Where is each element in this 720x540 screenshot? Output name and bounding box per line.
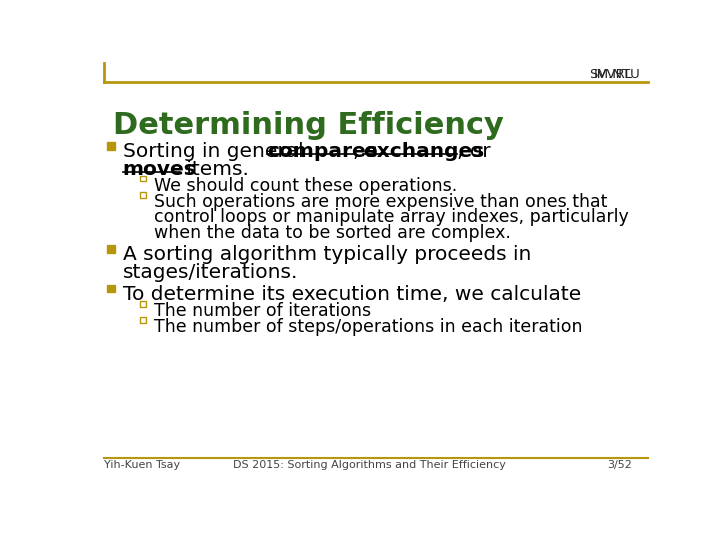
Text: Such operations are more expensive than ones that: Such operations are more expensive than … <box>153 193 607 211</box>
Text: The number of steps/operations in each iteration: The number of steps/operations in each i… <box>153 318 582 336</box>
Text: compares: compares <box>267 142 378 161</box>
Text: Yih-Kuen Tsay: Yih-Kuen Tsay <box>104 460 180 470</box>
Text: ,: , <box>354 142 366 161</box>
Text: SVVRL: SVVRL <box>590 68 632 80</box>
Text: Sorting in general: Sorting in general <box>122 142 310 161</box>
Text: To determine its execution time, we calculate: To determine its execution time, we calc… <box>122 285 581 303</box>
Text: , or: , or <box>457 142 491 161</box>
Text: control loops or manipulate array indexes, particularly: control loops or manipulate array indexe… <box>153 208 629 226</box>
Text: stages/iterations.: stages/iterations. <box>122 264 298 282</box>
Bar <box>140 318 145 323</box>
Text: items.: items. <box>180 160 248 179</box>
Bar <box>107 285 114 292</box>
Text: Determining Efficiency: Determining Efficiency <box>113 111 504 140</box>
Text: moves: moves <box>122 160 197 179</box>
Text: DS 2015: Sorting Algorithms and Their Efficiency: DS 2015: Sorting Algorithms and Their Ef… <box>233 460 505 470</box>
Text: A sorting algorithm typically proceeds in: A sorting algorithm typically proceeds i… <box>122 245 531 264</box>
Text: IM.NTU: IM.NTU <box>593 68 640 80</box>
Text: 3/52: 3/52 <box>608 460 632 470</box>
Text: exchanges: exchanges <box>364 142 485 161</box>
Text: We should count these operations.: We should count these operations. <box>153 177 456 195</box>
Text: The number of iterations: The number of iterations <box>153 302 371 320</box>
Bar <box>107 245 114 253</box>
Bar <box>140 176 145 181</box>
Bar <box>140 301 145 307</box>
Bar <box>107 142 114 150</box>
Text: when the data to be sorted are complex.: when the data to be sorted are complex. <box>153 224 510 242</box>
Bar <box>140 192 145 198</box>
